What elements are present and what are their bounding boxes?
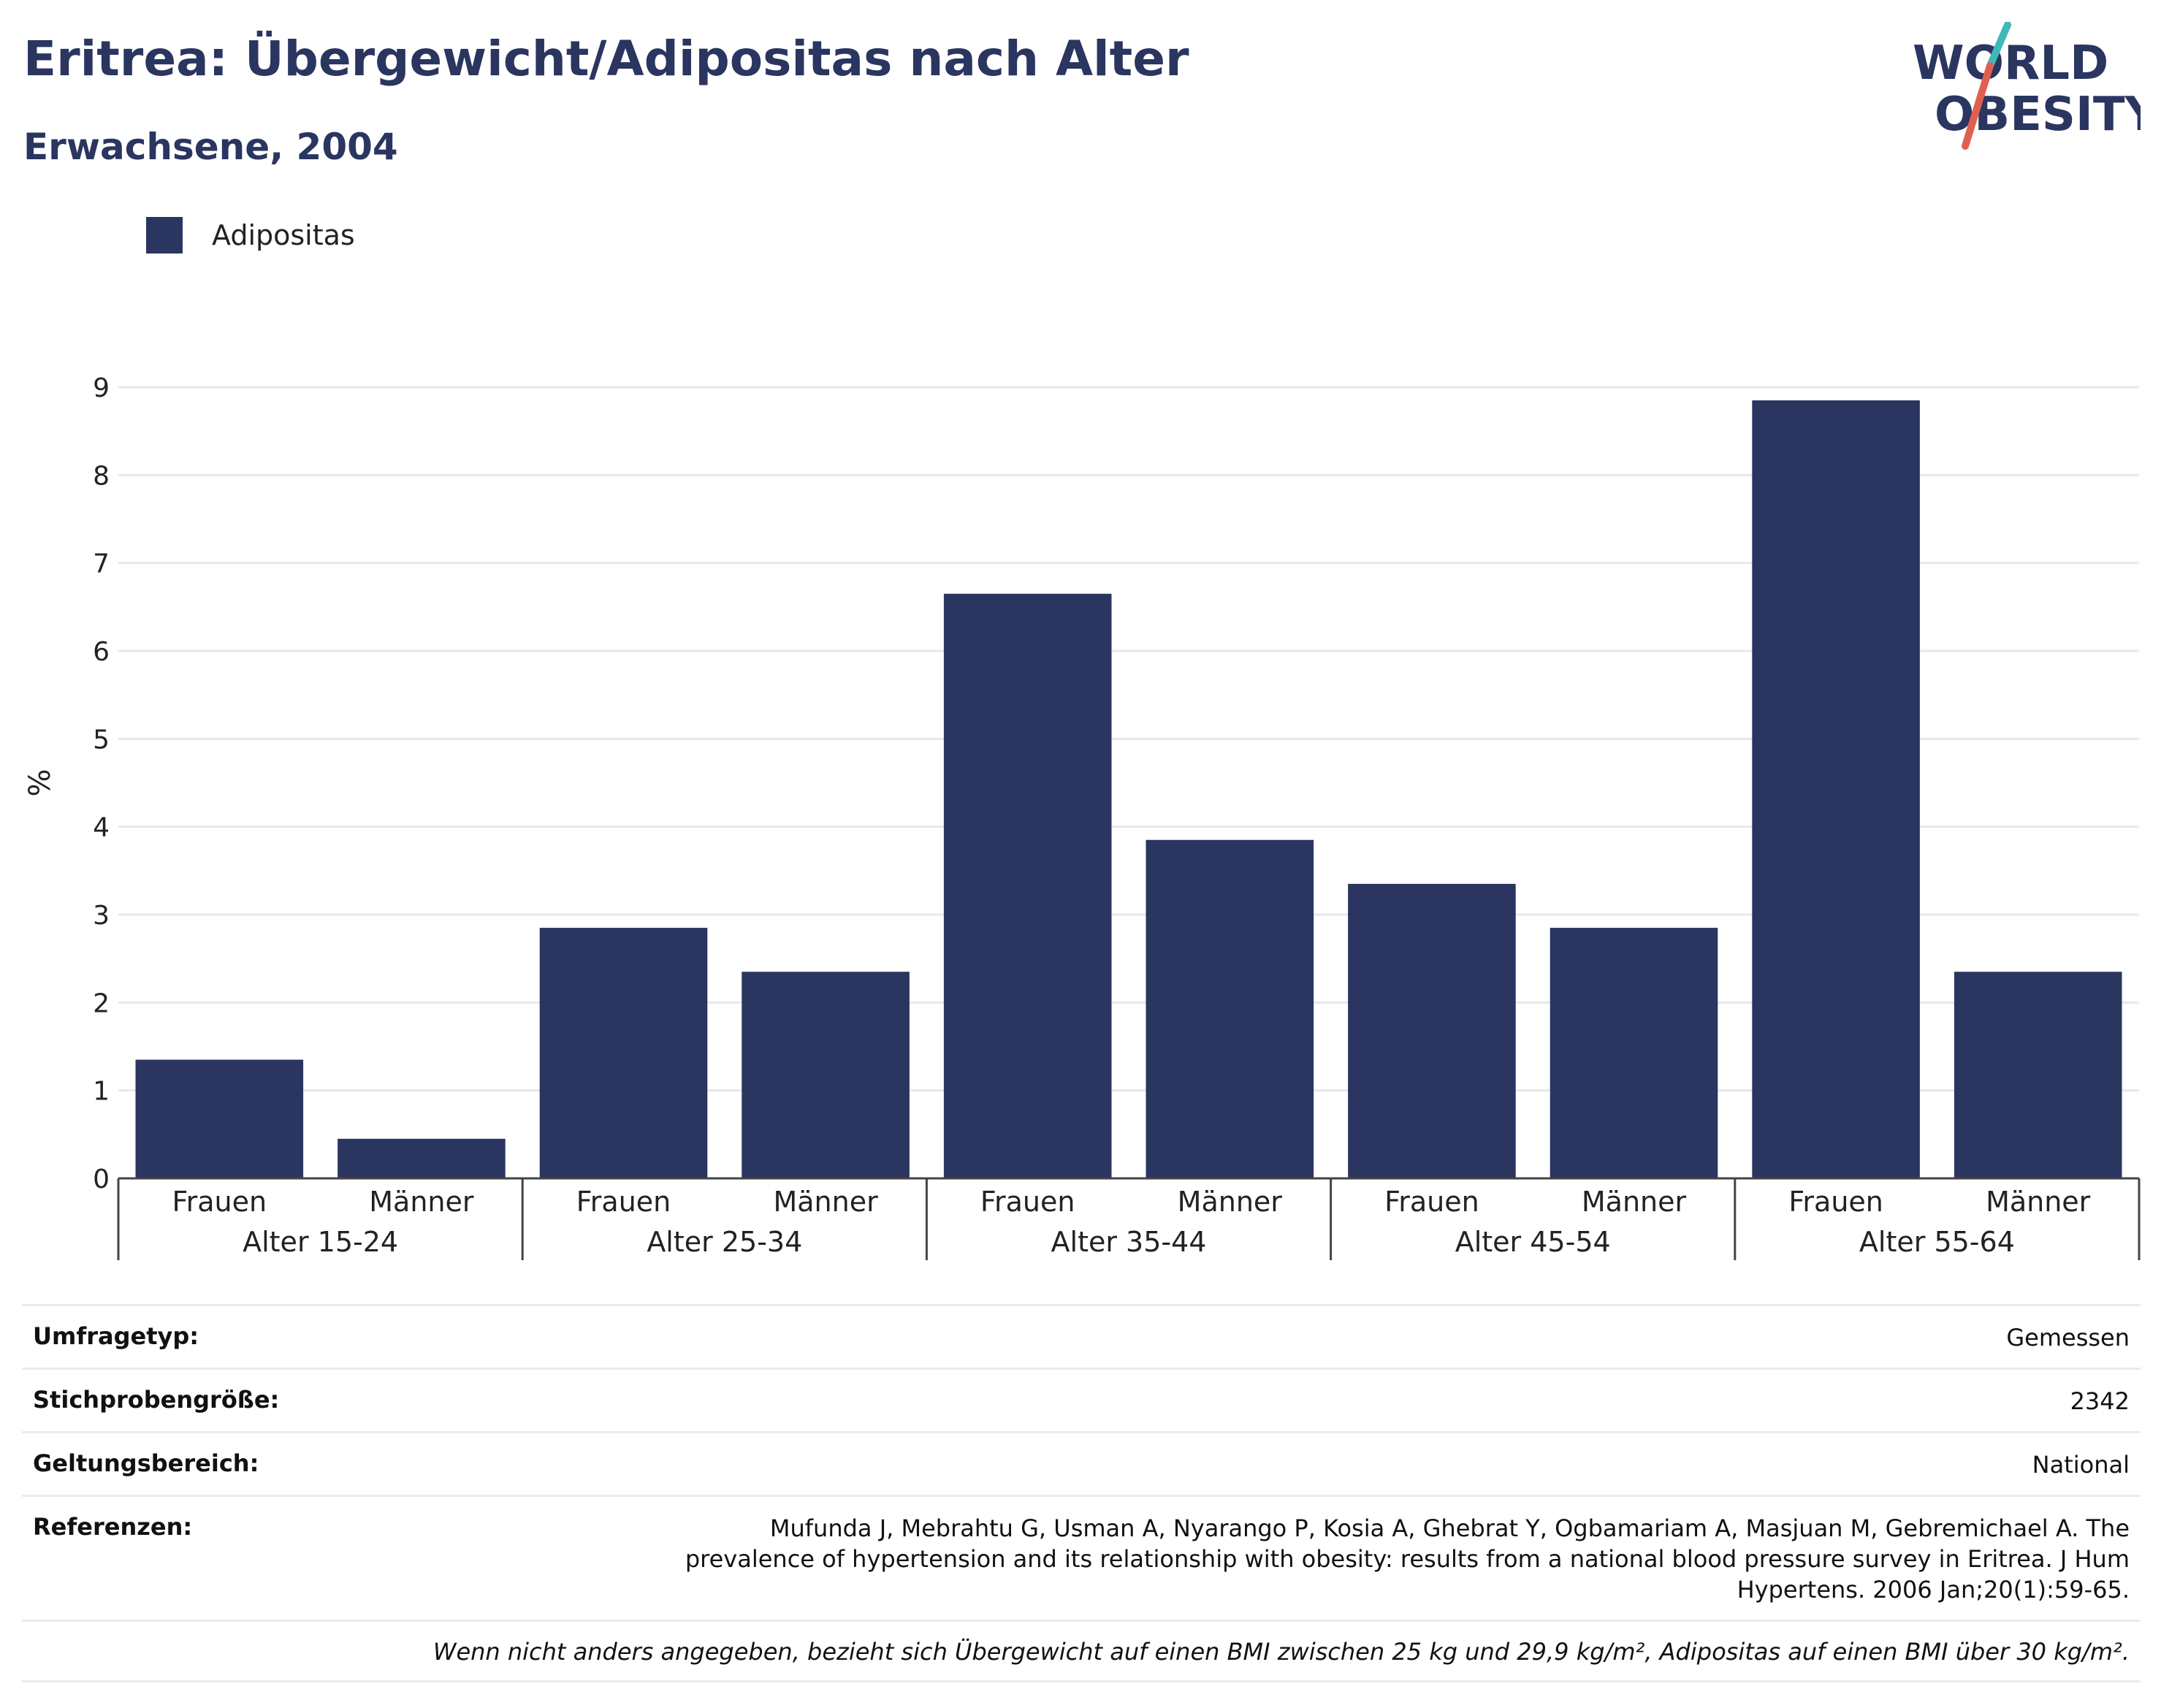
x-subcategory-label: Männer [773,1186,878,1218]
x-group-label: Alter 25-34 [647,1226,802,1258]
y-tick-label: 1 [93,1077,110,1107]
logo-slash-teal [1986,22,2011,69]
bar[interactable] [1954,972,2122,1178]
y-tick-label: 4 [93,813,110,843]
x-subcategory-label: Frauen [980,1186,1075,1218]
legend: Adipositas [146,216,355,254]
chart-subtitle: Erwachsene, 2004 [23,126,398,168]
y-tick-label: 9 [93,373,110,403]
x-subcategory-label: Männer [369,1186,474,1218]
bar[interactable] [1348,883,1516,1178]
bar-chart: 0 1 2 3 4 5 6 7 8 9% Frauen Männer Frauen Männer Fraue… [23,373,2141,1260]
x-group-label: Alter 15-24 [243,1226,398,1258]
y-tick-label: 2 [93,988,110,1018]
bar[interactable] [1146,839,1314,1178]
x-subcategory-label: Frauen [1788,1186,1883,1218]
definition-note: Wenn nicht anders angegeben, bezieht sic… [432,1638,2130,1666]
references-value: Mufunda J, Mebrahtu G, Usman A, Nyarango… [685,1514,2130,1604]
x-subcategory-label: Frauen [576,1186,671,1218]
legend-label[interactable]: Adipositas [212,219,355,251]
y-tick-label: 5 [93,725,110,755]
y-tick-label: 8 [93,461,110,491]
sample-size-label: Stichprobengröße: [33,1386,280,1414]
y-tick-label: 6 [93,637,110,667]
bar[interactable] [338,1138,506,1178]
metadata-table: Umfragetyp: Gemessen Stichprobengröße: 2… [22,1304,2141,1682]
x-subcategory-label: Frauen [172,1186,267,1218]
meta-row-survey-type: Umfragetyp: Gemessen [22,1304,2141,1368]
meta-row-scope: Geltungsbereich: National [22,1431,2141,1495]
bar[interactable] [742,972,910,1178]
meta-row-note: Wenn nicht anders angegeben, bezieht sic… [22,1620,2141,1682]
bar[interactable] [135,1059,304,1178]
logo-line1: WORLD [1913,37,2108,91]
y-axis-label: % [23,769,57,796]
survey-type-label: Umfragetyp: [33,1322,199,1350]
references-label: Referenzen: [33,1513,193,1541]
bar[interactable] [539,928,708,1178]
meta-row-references: Referenzen: Mufunda J, Mebrahtu G, Usman… [22,1495,2141,1620]
x-group-label: Alter 55-64 [1859,1226,2015,1258]
logo-slash-red [1962,62,1994,150]
x-subcategory-label: Männer [1582,1186,1687,1218]
world-obesity-logo: WORLD OBESITY [1913,22,2141,150]
x-group-label: Alter 45-54 [1455,1226,1611,1258]
chart-title: Eritrea: Übergewicht/Adipositas nach Alt… [23,31,1189,87]
x-subcategory-label: Frauen [1384,1186,1479,1218]
legend-swatch[interactable] [146,217,183,253]
y-tick-label: 7 [93,549,110,579]
scope-value: National [2032,1451,2130,1479]
bar[interactable] [943,593,1112,1178]
x-group-label: Alter 35-44 [1051,1226,1207,1258]
survey-type-value: Gemessen [2006,1324,2130,1351]
x-subcategory-label: Männer [1986,1186,2091,1218]
sample-size-value: 2342 [2070,1387,2130,1415]
y-tick-label: 0 [93,1164,110,1194]
bar[interactable] [1752,400,1920,1178]
y-tick-label: 3 [93,901,110,931]
meta-row-sample-size: Stichprobengröße: 2342 [22,1368,2141,1431]
bar[interactable] [1550,928,1718,1178]
scope-label: Geltungsbereich: [33,1449,259,1477]
x-subcategory-label: Männer [1178,1186,1283,1218]
